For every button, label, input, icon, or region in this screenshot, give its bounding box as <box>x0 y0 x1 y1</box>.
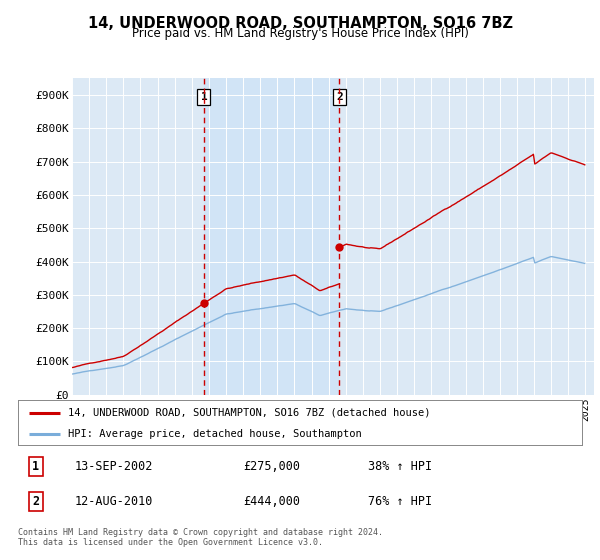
Text: 1: 1 <box>32 460 39 473</box>
Text: 38% ↑ HPI: 38% ↑ HPI <box>368 460 432 473</box>
Text: 2: 2 <box>336 92 343 102</box>
Text: £275,000: £275,000 <box>244 460 301 473</box>
Text: 13-SEP-2002: 13-SEP-2002 <box>74 460 153 473</box>
Text: 14, UNDERWOOD ROAD, SOUTHAMPTON, SO16 7BZ (detached house): 14, UNDERWOOD ROAD, SOUTHAMPTON, SO16 7B… <box>68 408 430 418</box>
Text: Contains HM Land Registry data © Crown copyright and database right 2024.
This d: Contains HM Land Registry data © Crown c… <box>18 528 383 547</box>
Bar <box>204 78 340 395</box>
Text: 12-AUG-2010: 12-AUG-2010 <box>74 495 153 508</box>
Text: Price paid vs. HM Land Registry's House Price Index (HPI): Price paid vs. HM Land Registry's House … <box>131 27 469 40</box>
Text: 76% ↑ HPI: 76% ↑ HPI <box>368 495 432 508</box>
Text: HPI: Average price, detached house, Southampton: HPI: Average price, detached house, Sout… <box>68 429 361 439</box>
Text: 2: 2 <box>32 495 39 508</box>
Text: 14, UNDERWOOD ROAD, SOUTHAMPTON, SO16 7BZ: 14, UNDERWOOD ROAD, SOUTHAMPTON, SO16 7B… <box>88 16 512 31</box>
Text: 1: 1 <box>200 92 207 102</box>
Text: £444,000: £444,000 <box>244 495 301 508</box>
